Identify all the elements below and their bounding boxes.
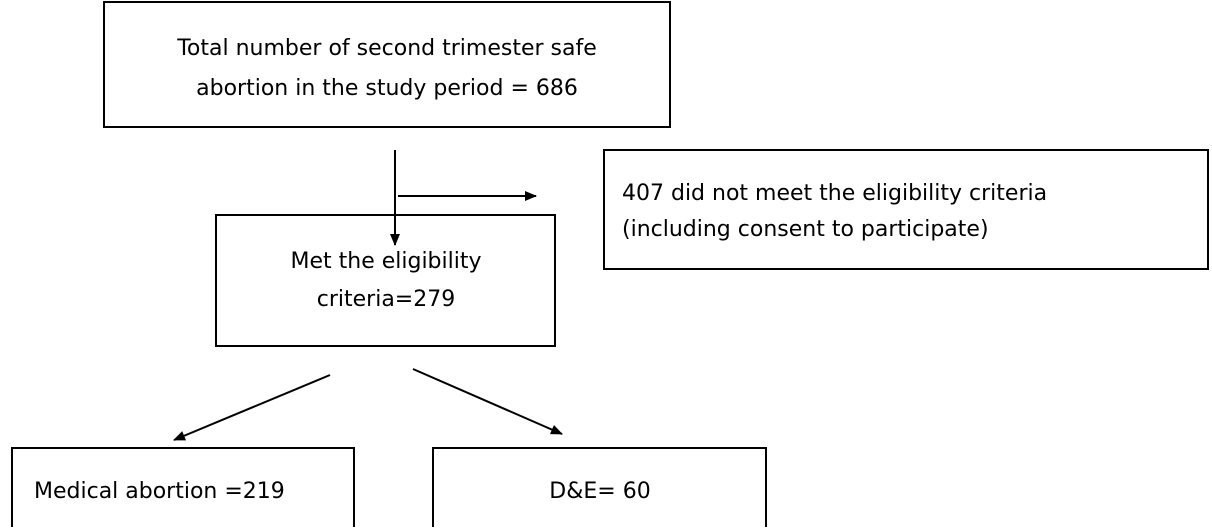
box-text: criteria=279 (317, 287, 455, 312)
box-medical (11, 447, 355, 529)
box-text: Total number of second trimester safe (176, 36, 597, 61)
box-text: D&E= 60 (549, 479, 650, 504)
box-text: Met the eligibility (290, 249, 481, 274)
box-text: (including consent to participate) (622, 217, 989, 242)
arrow (412, 368, 563, 435)
box-text: Medical abortion =219 (34, 479, 285, 504)
arrow (173, 374, 331, 441)
box-excluded (603, 149, 1209, 270)
box-de (432, 447, 767, 529)
box-text: 407 did not meet the eligibility criteri… (622, 181, 1047, 206)
box-text: abortion in the study period = 686 (196, 76, 578, 101)
box-eligible (215, 214, 556, 347)
box-total (103, 1, 671, 128)
